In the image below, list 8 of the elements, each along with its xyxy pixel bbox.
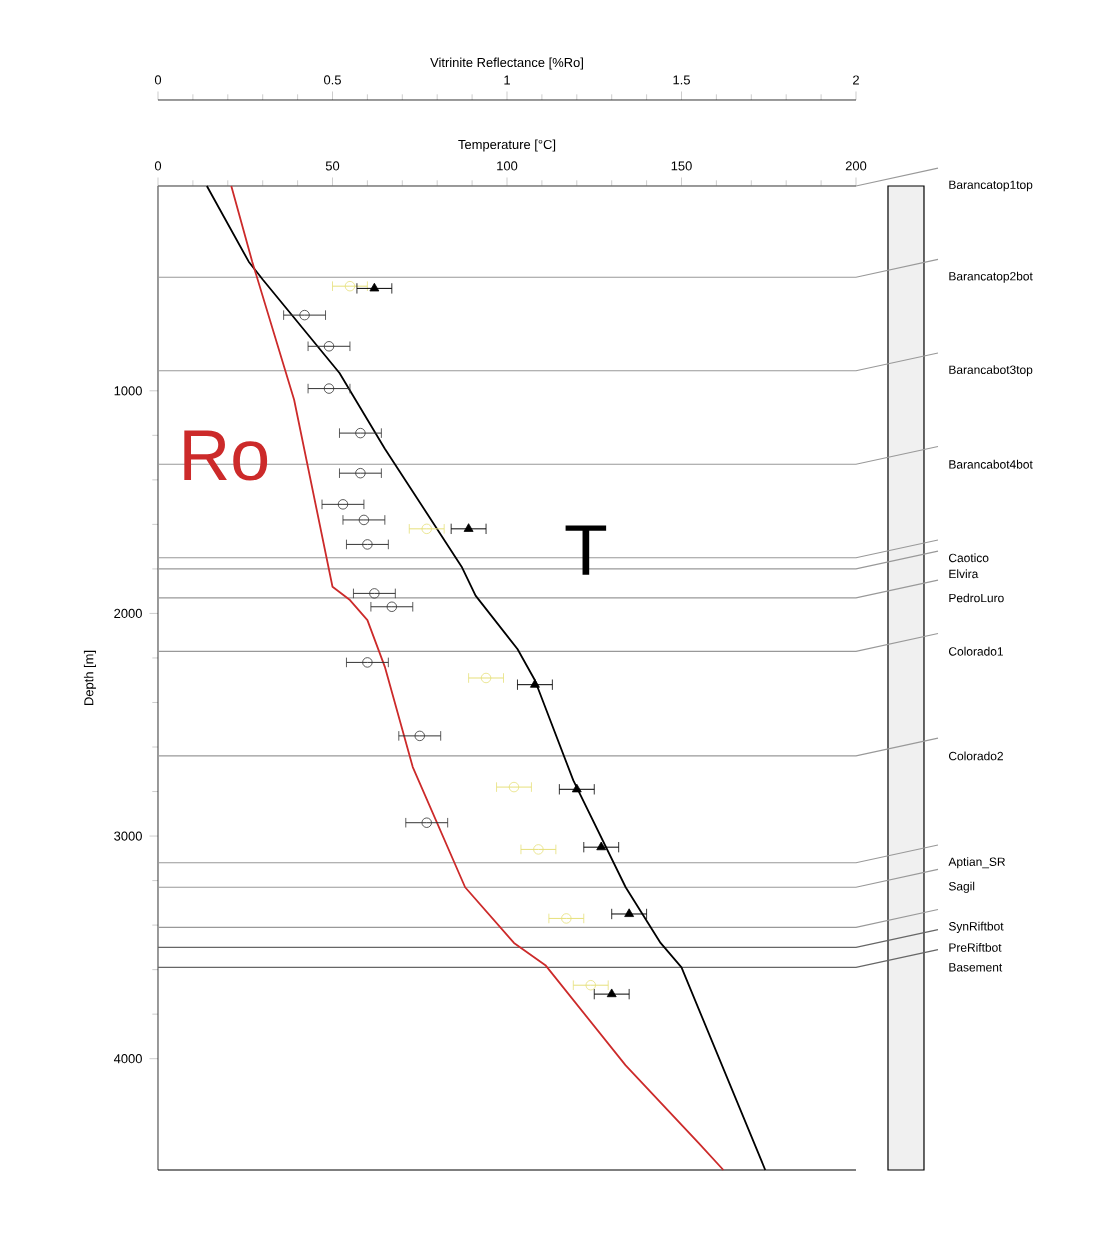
point xyxy=(463,523,474,532)
series-label: Ro xyxy=(184,430,268,481)
point xyxy=(606,988,617,998)
point xyxy=(624,908,635,917)
point xyxy=(530,679,540,688)
point xyxy=(596,841,607,851)
point xyxy=(571,783,582,793)
series-label: T xyxy=(565,525,607,575)
